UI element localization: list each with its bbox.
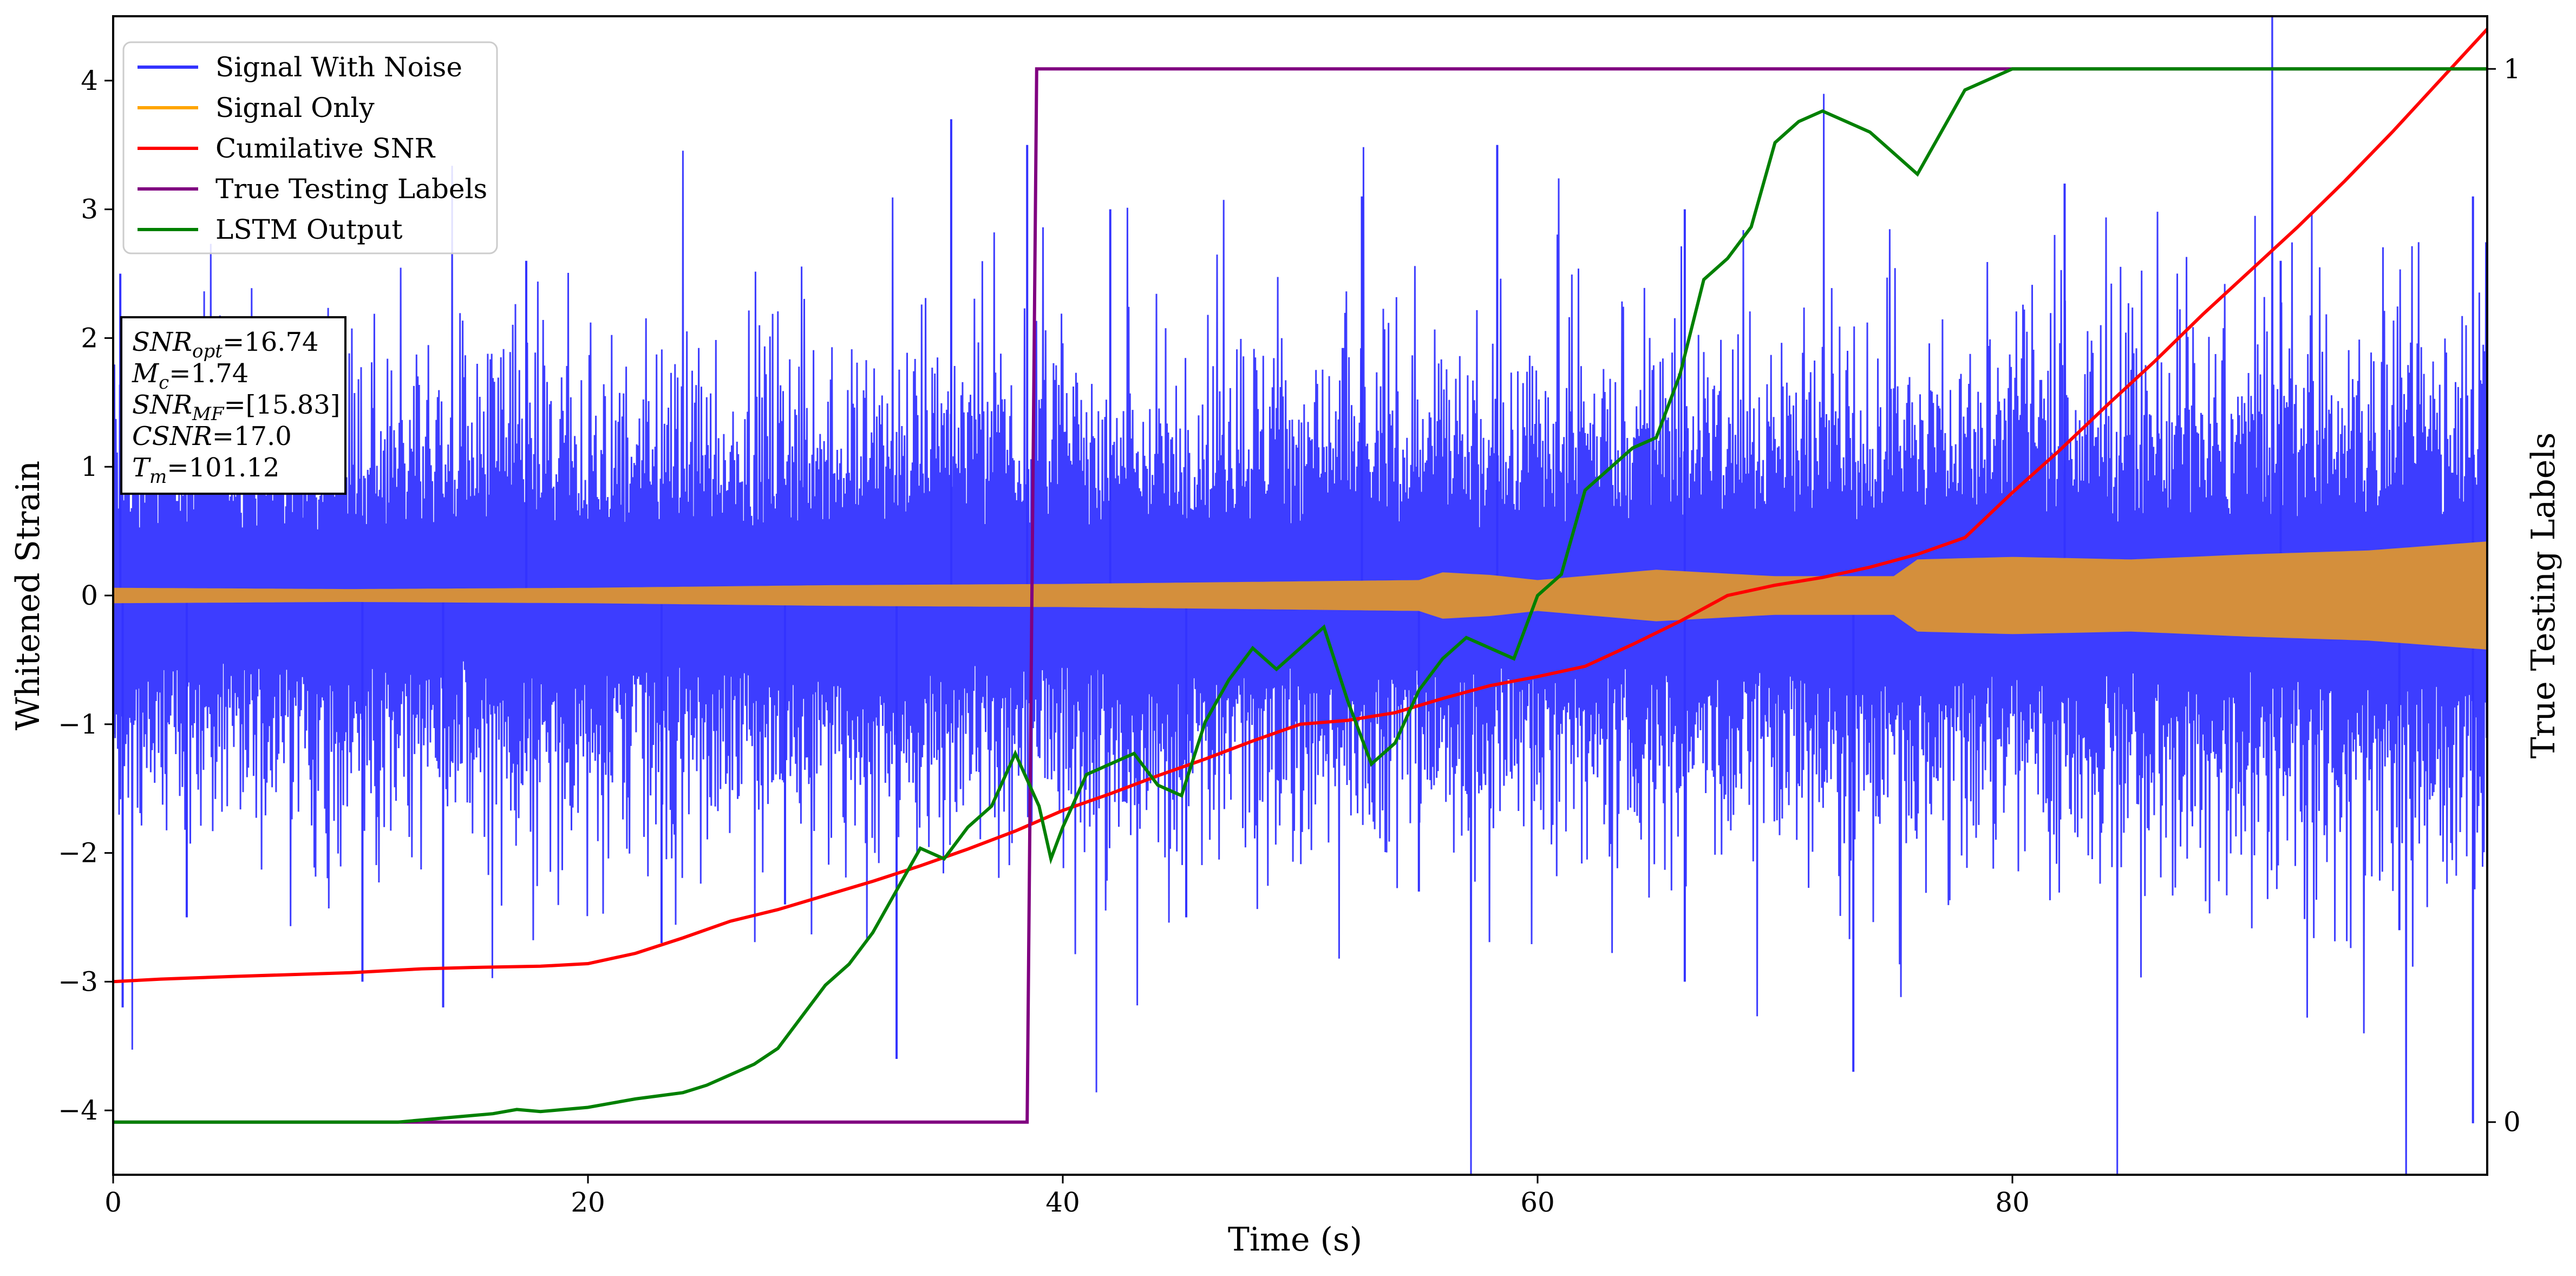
noise-layer xyxy=(113,16,2487,1175)
annotation-line: CSNR=17.0 xyxy=(132,421,292,451)
lines-layer xyxy=(113,28,2487,1124)
y-axis-label: Whitened Strain xyxy=(9,461,47,730)
y2-axis-label: True Testing Labels xyxy=(2525,433,2562,759)
legend-label: Cumilative SNR xyxy=(215,133,435,164)
y-tick-label: 0 xyxy=(81,580,98,611)
legend-label: True Testing Labels xyxy=(215,173,487,205)
y-tick-label: 1 xyxy=(81,451,98,482)
annotation-line: SNRMF=[15.83] xyxy=(132,390,341,425)
series-line-lstm-output xyxy=(113,67,2487,1124)
series-line-signal-with-noise xyxy=(113,16,2487,1175)
y2-tick-label: 1 xyxy=(2503,53,2521,84)
x-tick-label: 0 xyxy=(104,1187,122,1218)
annotation-line: SNRopt=16.74 xyxy=(132,327,319,362)
series-line-cumilative-snr xyxy=(113,28,2487,984)
x-tick-label: 20 xyxy=(571,1187,605,1218)
y-tick-label: −3 xyxy=(58,966,98,997)
series-area-signal-only xyxy=(113,541,2487,650)
legend-label: LSTM Output xyxy=(215,214,402,245)
legend-label: Signal Only xyxy=(215,92,375,123)
legend-label: Signal With Noise xyxy=(215,51,462,83)
annotation-box: SNRopt=16.74Mc=1.74SNRMF=[15.83]CSNR=17.… xyxy=(120,316,346,495)
legend: Signal With Noise Signal Only Cumilative S… xyxy=(122,41,498,254)
y-tick-label: −1 xyxy=(58,709,98,740)
annotation-line: Mc=1.74 xyxy=(132,358,249,394)
annotation-line: Tm=101.12 xyxy=(132,453,279,488)
y-tick-label: 3 xyxy=(81,194,98,225)
x-tick-label: 80 xyxy=(1995,1187,2030,1218)
y2-tick-label: 0 xyxy=(2503,1107,2521,1138)
x-tick-label: 40 xyxy=(1045,1187,1080,1218)
legend-box xyxy=(122,41,498,254)
x-tick-label: 60 xyxy=(1520,1187,1555,1218)
y-tick-label: −4 xyxy=(58,1095,98,1126)
y-tick-label: 2 xyxy=(81,322,98,354)
y-tick-label: 4 xyxy=(81,65,98,96)
annotation-frame xyxy=(120,316,346,495)
x-axis-label: Time (s) xyxy=(1228,1221,1362,1259)
series-line-true-testing-labels xyxy=(113,67,2487,1124)
signal-layer xyxy=(113,541,2487,650)
y-tick-label: −2 xyxy=(58,837,98,869)
